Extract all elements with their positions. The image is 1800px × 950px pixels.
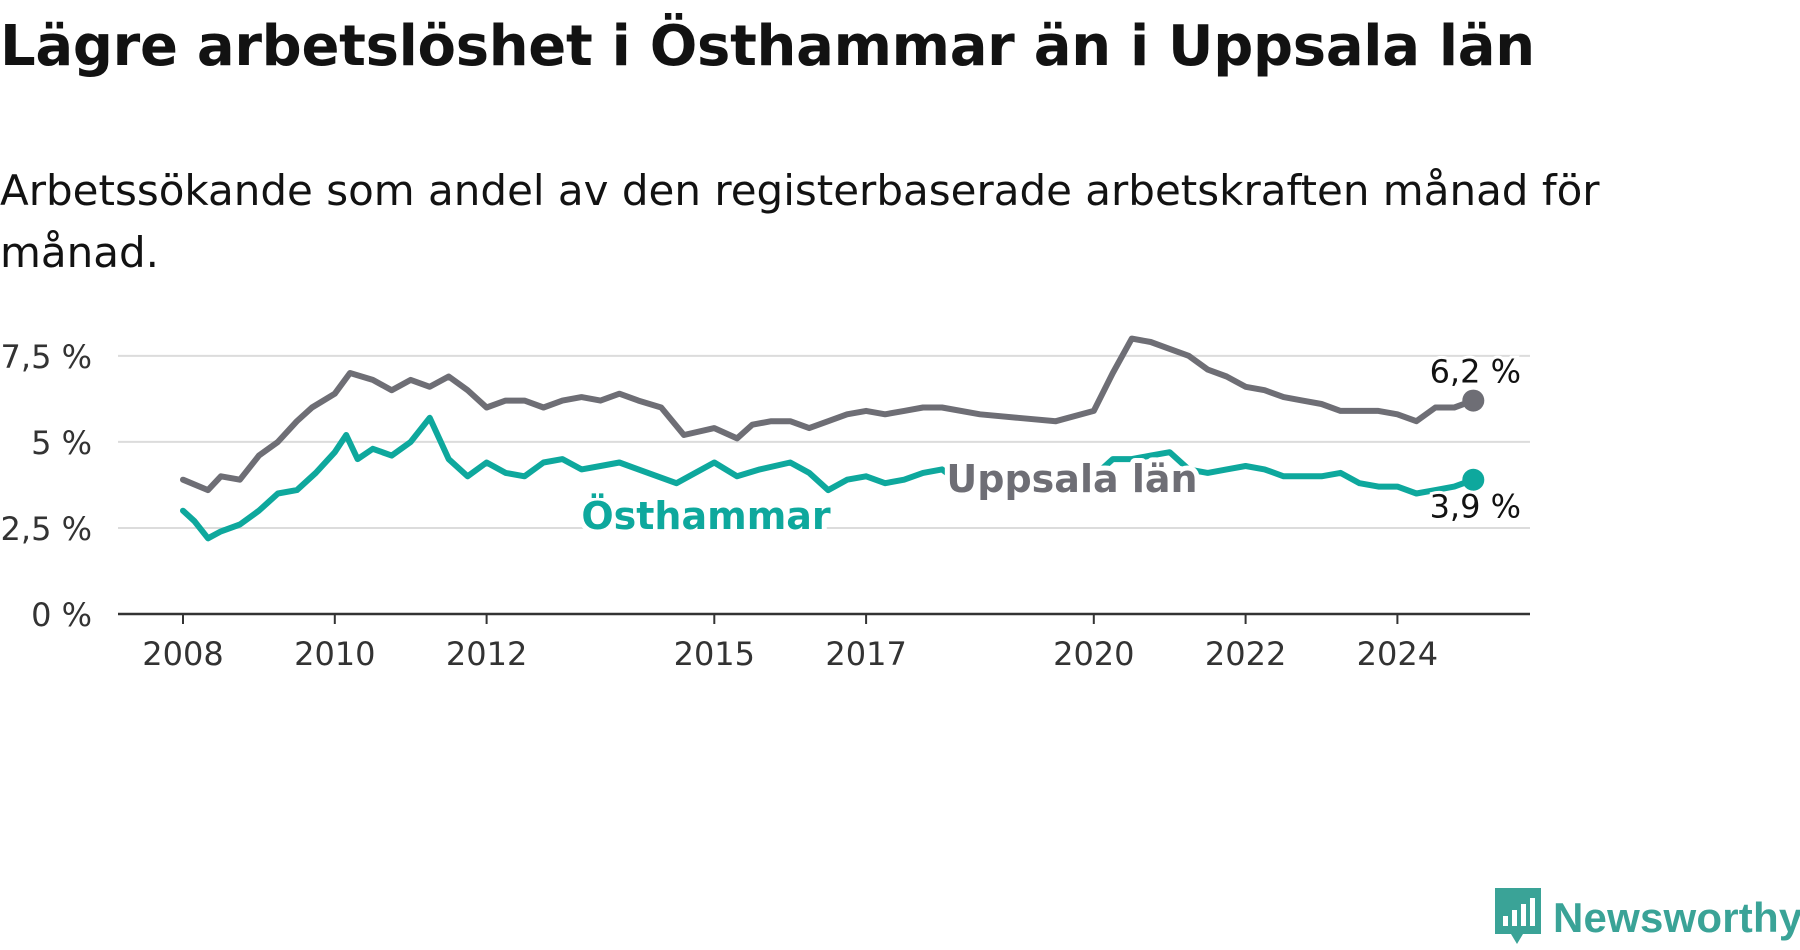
- series-name-label: Östhammar: [581, 494, 831, 538]
- x-tick-label: 2024: [1357, 635, 1438, 673]
- series-name-label: Uppsala län: [946, 457, 1197, 501]
- series-end-point: [1462, 468, 1485, 491]
- y-tick-label: 2,5 %: [1, 510, 92, 548]
- chart-subtitle: Arbetssökande som andel av den registerb…: [0, 166, 1600, 277]
- y-tick-label: 7,5 %: [1, 338, 92, 376]
- grid-lines: [118, 354, 1530, 529]
- y-axis-ticks: 0 % 2,5 % 5 % 7,5 %: [1, 338, 92, 634]
- x-tick-label: 2008: [142, 635, 223, 673]
- y-tick-label: 5 %: [31, 424, 92, 462]
- series-end-value: 3,9 %: [1430, 488, 1521, 526]
- x-tick-label: 2017: [825, 635, 906, 673]
- series-line: [180, 414, 1477, 542]
- x-tick-label: 2020: [1053, 635, 1134, 673]
- x-tick-label: 2010: [294, 635, 375, 673]
- x-axis-ticks: 2008 2010 2012 2015 2017 2020 2022 2024: [142, 614, 1438, 673]
- newsworthy-logo-icon: [1493, 886, 1543, 950]
- brand-name: Newsworthy: [1553, 894, 1800, 941]
- series-lines: [180, 335, 1485, 542]
- y-tick-label: 0 %: [31, 596, 92, 634]
- x-tick-label: 2022: [1205, 635, 1286, 673]
- x-tick-label: 2015: [674, 635, 755, 673]
- line-chart: 0 % 2,5 % 5 % 7,5 % 2008 2010 2012 2015 2017 202…: [1, 335, 1530, 673]
- series-end-point: [1462, 389, 1485, 412]
- x-tick-label: 2012: [446, 635, 527, 673]
- brand-logo[interactable]: Newsworthy: [1493, 888, 1800, 948]
- series-end-value: 6,2 %: [1430, 353, 1521, 391]
- series-line: [180, 335, 1477, 494]
- chart-title: Lägre arbetslöshet i Östhammar än i Upps…: [0, 14, 1535, 79]
- series-labels: 6,2 % 3,9 % Uppsala län Östhammar: [576, 350, 1524, 543]
